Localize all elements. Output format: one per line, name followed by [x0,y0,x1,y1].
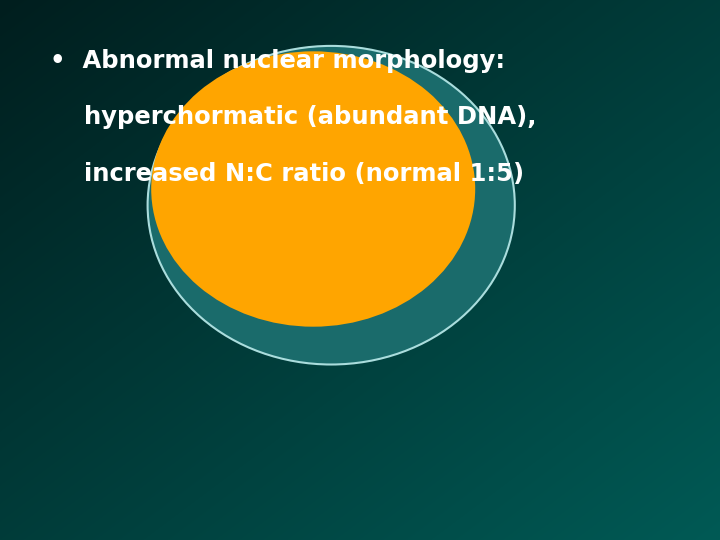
Text: •  Abnormal nuclear morphology:: • Abnormal nuclear morphology: [50,49,505,72]
Text: hyperchormatic (abundant DNA),: hyperchormatic (abundant DNA), [50,105,537,129]
Ellipse shape [148,46,515,364]
Ellipse shape [151,51,475,327]
Text: increased N:C ratio (normal 1:5): increased N:C ratio (normal 1:5) [50,162,525,186]
